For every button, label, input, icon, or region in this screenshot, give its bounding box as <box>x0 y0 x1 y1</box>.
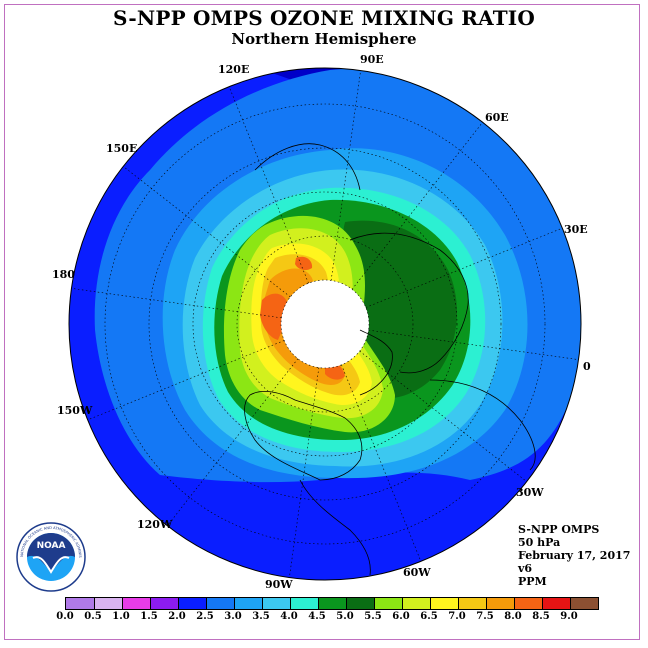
lon-label-0: 0 <box>583 360 591 373</box>
colorbar-tick-label: 4.5 <box>308 611 326 622</box>
lat-circle-50 <box>148 147 502 501</box>
colorbar-tick-label: 2.5 <box>196 611 214 622</box>
colorbar-segment <box>430 598 458 609</box>
lon-label-60e: 60E <box>485 111 509 124</box>
lon-label-180: 180 <box>52 268 75 281</box>
colorbar-segment <box>178 598 206 609</box>
colorbar-tick-label: 3.0 <box>224 611 242 622</box>
figure-frame <box>4 4 640 640</box>
lon-label-120w: 120W <box>137 518 173 531</box>
meridian-line <box>359 350 527 482</box>
colorbar-segment <box>346 598 374 609</box>
colorbar-segment <box>486 598 514 609</box>
colorbar-segment <box>122 598 150 609</box>
colorbar-tick-label: 1.5 <box>140 611 158 622</box>
info-block: S-NPP OMPS 50 hPa February 17, 2017 v6 P… <box>518 523 630 588</box>
colorbar-segment <box>374 598 402 609</box>
colorbar-tick-label: 7.0 <box>448 611 466 622</box>
lat-circle-80 <box>280 279 370 369</box>
coastline-north-america <box>244 390 363 481</box>
coastline-greenland <box>359 329 393 396</box>
lon-label-30e: 30E <box>564 223 588 236</box>
lon-label-60w: 60W <box>403 566 431 579</box>
colorbar-segment <box>94 598 122 609</box>
colorbar-segment <box>318 598 346 609</box>
meridian-line <box>228 86 309 284</box>
lon-label-120e: 120E <box>218 63 249 76</box>
info-date: February 17, 2017 <box>518 549 631 562</box>
coastlines <box>244 143 536 576</box>
colorbar-tick-label: 9.0 <box>560 611 578 622</box>
chart-subtitle: Northern Hemisphere <box>231 30 417 48</box>
colorbar-tick-label: 0.0 <box>56 611 74 622</box>
lon-label-150w: 150W <box>57 404 93 417</box>
meridian-lines <box>71 70 579 578</box>
meridian-line <box>351 122 483 290</box>
colorbar-tick-label: 6.5 <box>420 611 438 622</box>
colorbar-tick-label: 5.0 <box>336 611 354 622</box>
meridian-line <box>87 340 285 421</box>
colorbar-segment <box>262 598 290 609</box>
logo-text: NOAA <box>37 541 66 551</box>
coastline-eurasia <box>349 232 469 374</box>
colorbar-segment <box>514 598 542 609</box>
coastline-africa <box>429 379 536 471</box>
logo-sky <box>27 533 75 572</box>
ozone-contour-fill <box>69 68 581 580</box>
colorbar-segment <box>150 598 178 609</box>
meridian-line <box>289 367 320 578</box>
colorbar-tick-label: 1.0 <box>112 611 130 622</box>
colorbar-tick-label: 8.5 <box>532 611 550 622</box>
meridian-line <box>368 329 579 360</box>
colorbar-tick-label: 5.5 <box>364 611 382 622</box>
colorbar-tick-label: 8.0 <box>504 611 522 622</box>
lat-circle-60 <box>192 191 458 457</box>
colorbar-segment <box>66 598 94 609</box>
coastline-south-america <box>299 479 371 576</box>
meridian-line <box>167 358 299 526</box>
colorbar-tick-label: 7.5 <box>476 611 494 622</box>
polar-no-data-region <box>281 280 369 368</box>
colorbar-tick-label: 3.5 <box>252 611 270 622</box>
latitude-circles <box>104 103 546 545</box>
colorbar-segment <box>290 598 318 609</box>
meridian-line <box>341 364 422 562</box>
colorbar-tick-label: 2.0 <box>168 611 186 622</box>
lon-label-90e: 90E <box>360 53 384 66</box>
info-level: 50 hPa <box>518 536 561 549</box>
noaa-logo: NOAA NATIONAL OCEANIC AND ATMOSPHERIC AD… <box>16 522 86 592</box>
lon-label-90w: 90W <box>265 578 293 591</box>
lat-circle-40 <box>104 103 546 545</box>
map-boundary <box>68 67 582 581</box>
meridian-line <box>123 166 291 298</box>
info-instrument: S-NPP OMPS <box>518 523 600 536</box>
colorbar-tick-label: 6.0 <box>392 611 410 622</box>
coastline-east-asia <box>254 143 361 191</box>
colorbar-segment <box>206 598 234 609</box>
meridian-line <box>365 227 563 308</box>
meridian-line <box>71 288 282 319</box>
colorbar-segment <box>458 598 486 609</box>
colorbar-segment <box>542 598 570 609</box>
colorbar-tick-label: 0.5 <box>84 611 102 622</box>
meridian-line <box>330 70 361 281</box>
colorbar <box>65 597 599 610</box>
chart-title: S-NPP OMPS OZONE MIXING RATIO <box>113 6 535 30</box>
colorbar-segment <box>570 598 598 609</box>
info-units: PPM <box>518 575 547 588</box>
colorbar-segment <box>234 598 262 609</box>
lon-label-150e: 150E <box>106 142 137 155</box>
lat-circle-70 <box>236 235 414 413</box>
colorbar-tick-label: 4.0 <box>280 611 298 622</box>
colorbar-labels: 0.0 0.5 1.0 1.5 2.0 2.5 3.0 3.5 4.0 4.5 5.0 5.5 6.0 6… <box>0 611 648 625</box>
info-version: v6 <box>518 562 533 575</box>
logo-bird <box>32 556 70 574</box>
colorbar-segment <box>402 598 430 609</box>
lon-label-30w: 30W <box>516 486 544 499</box>
